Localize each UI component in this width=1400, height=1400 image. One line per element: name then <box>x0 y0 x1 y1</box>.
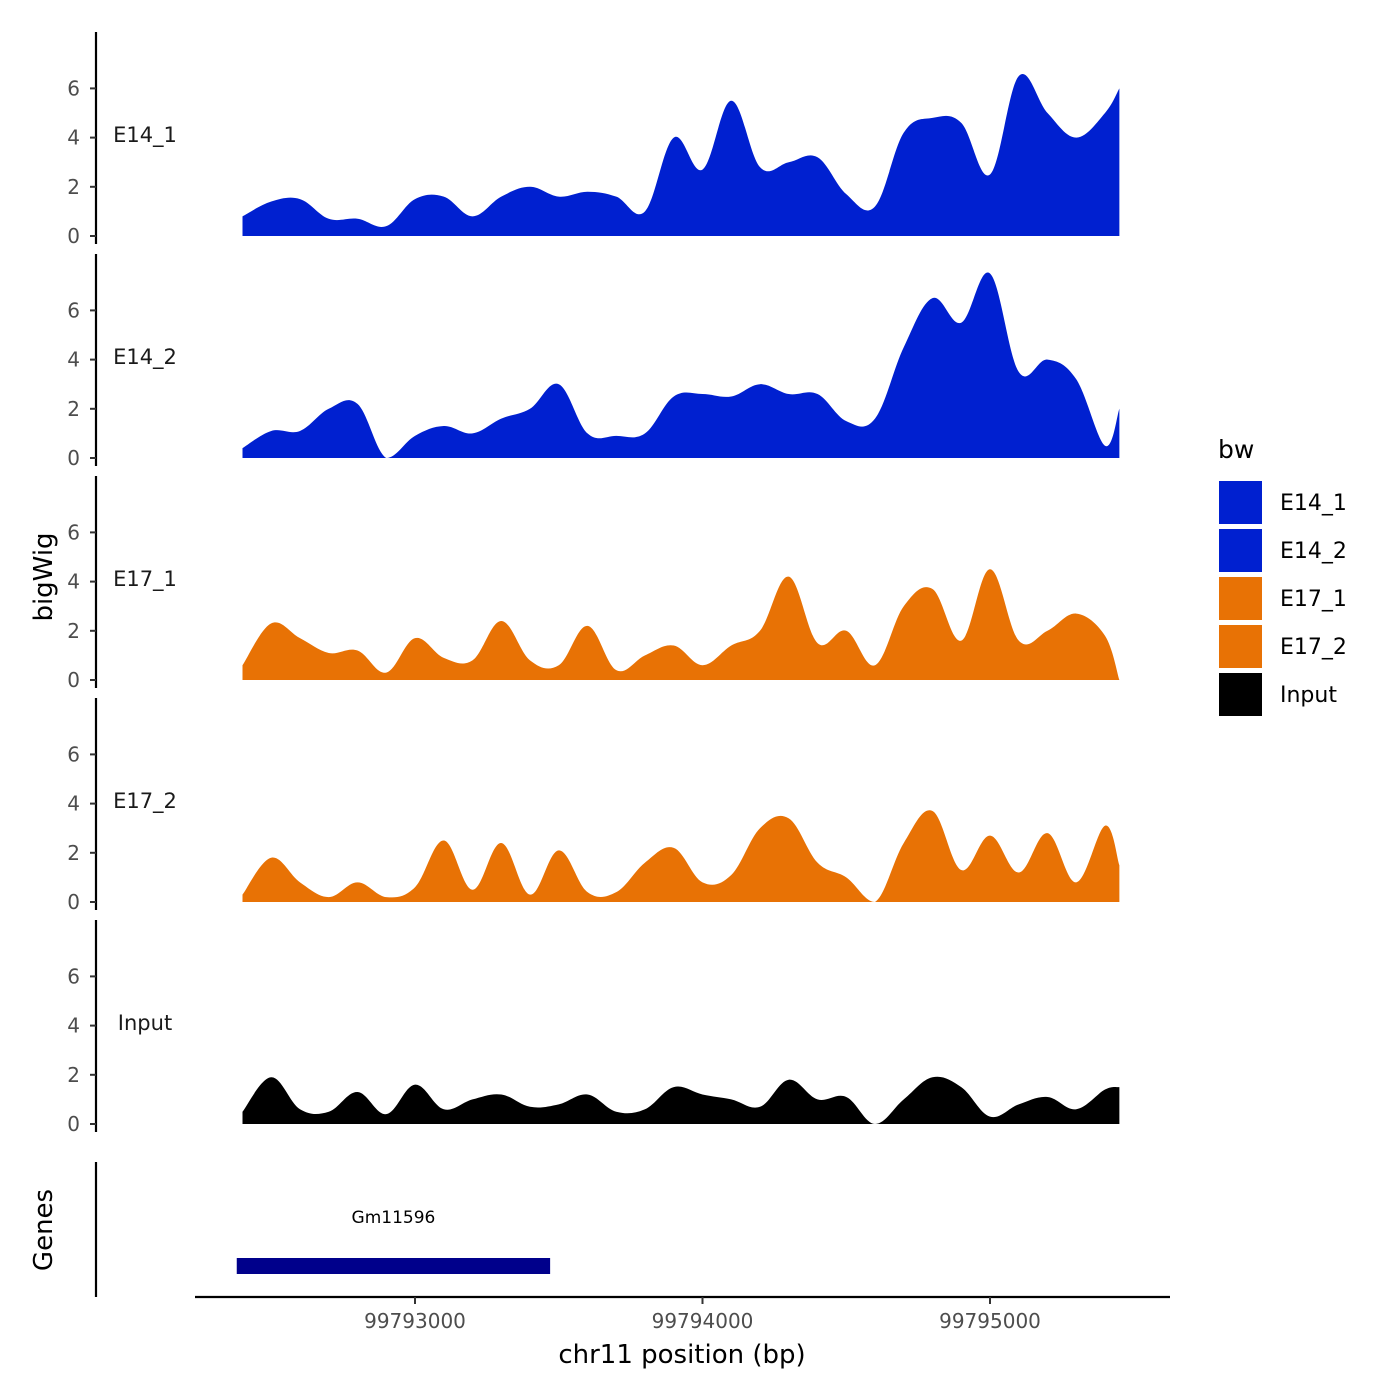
legend-swatch-e17_2 <box>1217 623 1264 670</box>
y-tick-label: 0 <box>67 1112 80 1136</box>
track-label-input: Input <box>118 1011 172 1035</box>
y-tick-label: 4 <box>67 1014 80 1038</box>
coverage-area-e17_2 <box>242 810 1120 902</box>
legend-label-e17_1: E17_1 <box>1280 587 1347 612</box>
x-axis: 99793000 99794000 99795000 <box>195 1295 1170 1333</box>
y-tick-label: 6 <box>67 520 80 544</box>
track-label-e14_2: E14_2 <box>113 345 177 370</box>
genes-track-title: Genes <box>29 1189 59 1271</box>
coverage-area-input <box>242 1076 1120 1124</box>
panel-e14_2: 0 2 4 6 E14_2 <box>67 254 1120 470</box>
y-tick-label: 4 <box>67 348 80 372</box>
legend-swatch-e14_1 <box>1217 479 1264 526</box>
coverage-panels: 0 2 4 6 E14_1 0 2 4 6 E14_2 0 2 4 6 E17_1 0 2 4 6 E17_2 0 2 4 6… <box>67 32 1120 1136</box>
legend-swatch-e14_2 <box>1217 527 1264 574</box>
panel-e14_1: 0 2 4 6 E14_1 <box>67 32 1120 248</box>
panel-e17_2: 0 2 4 6 E17_2 <box>67 698 1120 914</box>
y-tick-label: 0 <box>67 446 80 470</box>
panel-e17_1: 0 2 4 6 E17_1 <box>67 476 1120 692</box>
y-tick-label: 6 <box>67 76 80 100</box>
y-tick-label: 6 <box>67 742 80 766</box>
legend-label-e14_1: E14_1 <box>1280 491 1347 516</box>
gene-label: Gm11596 <box>352 1208 436 1228</box>
track-label-e14_1: E14_1 <box>113 123 177 148</box>
legend-label-input: Input <box>1280 683 1337 708</box>
y-tick-label: 6 <box>67 298 80 322</box>
y-tick-label: 2 <box>67 1063 80 1087</box>
x-tick-label: 99794000 <box>652 1309 754 1333</box>
x-axis-title: chr11 position (bp) <box>558 1340 805 1370</box>
track-label-e17_1: E17_1 <box>113 567 177 592</box>
y-tick-label: 0 <box>67 668 80 692</box>
y-tick-label: 6 <box>67 964 80 988</box>
track-label-e17_2: E17_2 <box>113 789 177 814</box>
legend-label-e17_2: E17_2 <box>1280 635 1347 660</box>
coverage-area-e17_1 <box>242 569 1120 680</box>
y-tick-label: 4 <box>67 792 80 816</box>
y-tick-label: 4 <box>67 126 80 150</box>
y-tick-label: 0 <box>67 224 80 248</box>
legend-swatch-e17_1 <box>1217 575 1264 622</box>
panel-input: 0 2 4 6 Input <box>67 920 1120 1136</box>
coverage-area-e14_2 <box>242 272 1120 458</box>
genes-track: Gm11596 <box>94 1162 551 1297</box>
y-tick-label: 2 <box>67 397 80 421</box>
coverage-area-e14_1 <box>242 74 1120 236</box>
gene-body <box>236 1258 551 1274</box>
y-tick-label: 0 <box>67 890 80 914</box>
y-tick-label: 4 <box>67 570 80 594</box>
x-tick-label: 99793000 <box>364 1309 466 1333</box>
legend-title: bw <box>1218 435 1254 464</box>
legend-swatch-input <box>1217 671 1264 718</box>
legend: bw E14_1 E14_2 E17_1 E17_2 Input <box>1217 435 1347 718</box>
legend-label-e14_2: E14_2 <box>1280 539 1347 564</box>
y-tick-label: 2 <box>67 175 80 199</box>
y-tick-label: 2 <box>67 841 80 865</box>
y-axis-title: bigWig <box>29 532 59 621</box>
x-tick-label: 99795000 <box>939 1309 1041 1333</box>
y-tick-label: 2 <box>67 619 80 643</box>
